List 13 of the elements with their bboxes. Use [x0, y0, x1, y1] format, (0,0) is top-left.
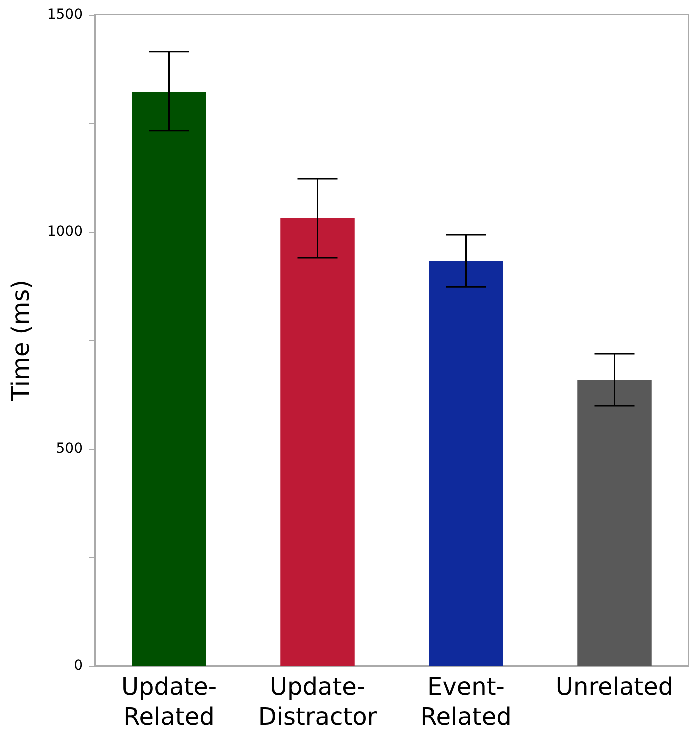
y-tick-label: 500: [56, 441, 83, 457]
x-tick-label: Unrelated: [556, 673, 674, 701]
bar: [280, 218, 355, 666]
x-tick-label: Event-Related: [420, 673, 512, 731]
y-tick-label: 1500: [47, 7, 83, 23]
bar: [429, 261, 504, 666]
bar: [578, 380, 652, 666]
y-tick-label: 0: [74, 658, 83, 674]
y-tick-label: 1000: [47, 224, 83, 240]
bar: [132, 92, 206, 666]
x-tick-label: Update-Related: [121, 673, 218, 731]
x-tick-label: Update-Distractor: [258, 673, 378, 731]
y-axis-title: Time (ms): [7, 280, 35, 402]
